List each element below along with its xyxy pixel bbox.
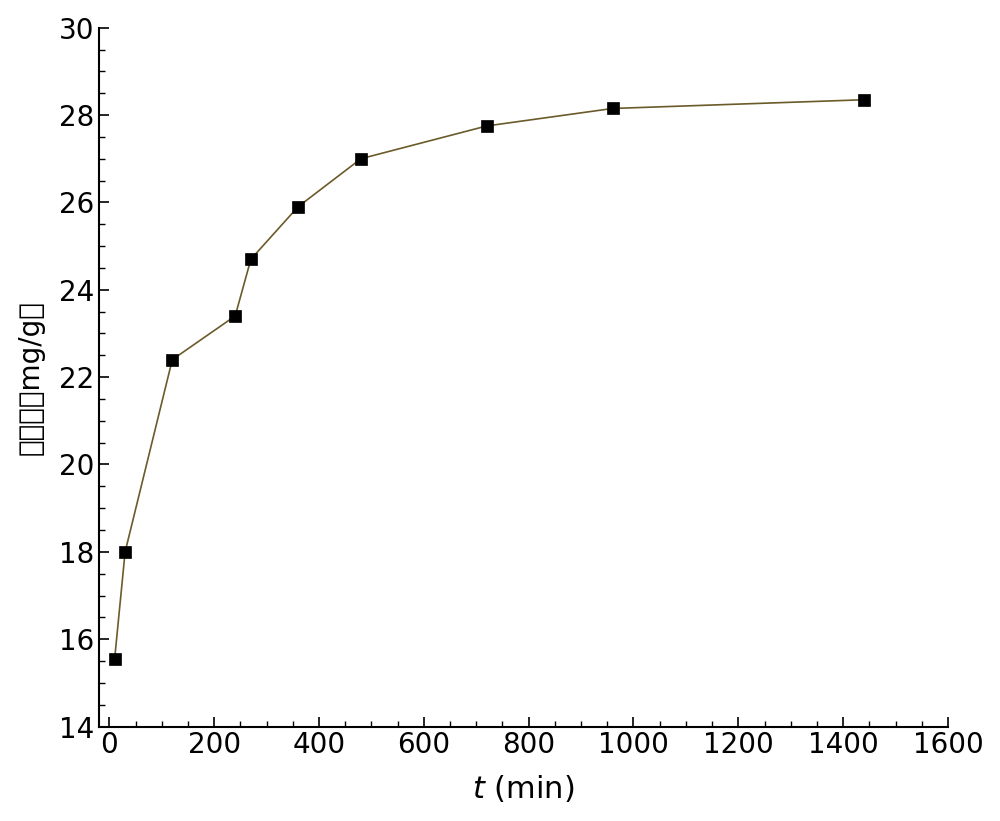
X-axis label: $\it{t}$ (min): $\it{t}$ (min) xyxy=(472,773,575,805)
Y-axis label: 吸附量（mg/g）: 吸附量（mg/g） xyxy=(17,300,45,455)
